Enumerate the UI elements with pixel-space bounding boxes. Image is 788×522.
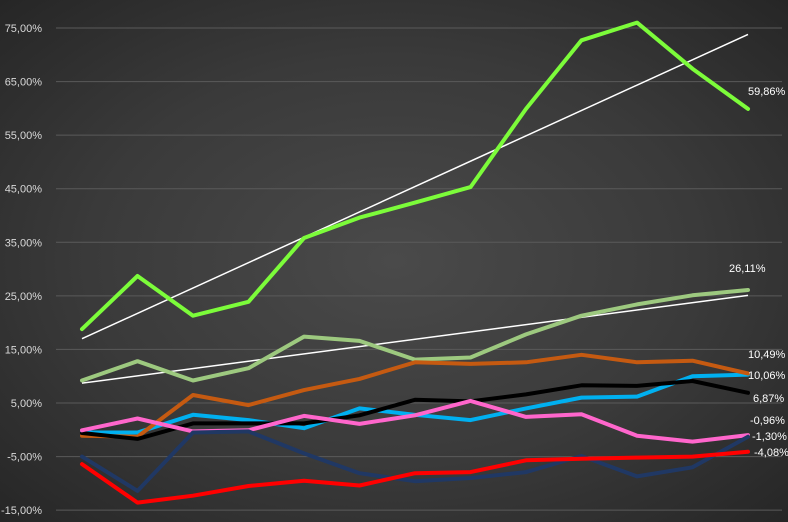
data-labels: 10,06% 26,11% 59,86% 10,49% 6,87% -0,96% -1,30… bbox=[729, 86, 788, 459]
data-label: -4,08% bbox=[754, 447, 788, 459]
series-lines bbox=[80, 20, 750, 505]
y-axis: 75,00% 65,00% 55,00% 45,00% 35,00% 25,00% 15,0… bbox=[1, 23, 42, 517]
series-line bbox=[80, 379, 750, 441]
trendline bbox=[81, 33, 749, 340]
series-line bbox=[80, 20, 750, 332]
data-label: 6,87% bbox=[753, 393, 784, 405]
data-label: 59,86% bbox=[748, 86, 786, 98]
trendline bbox=[81, 294, 749, 384]
series-line bbox=[80, 288, 750, 383]
series-line bbox=[80, 398, 750, 444]
y-tick-label: 65,00% bbox=[5, 77, 43, 89]
y-tick-label: -5,00% bbox=[7, 452, 42, 464]
y-tick-label: 25,00% bbox=[5, 291, 43, 303]
data-label: 26,11% bbox=[729, 263, 766, 275]
y-tick-label: 5,00% bbox=[11, 398, 42, 410]
data-label: -0,96% bbox=[750, 415, 785, 427]
series-line bbox=[80, 352, 750, 439]
data-label: 10,49% bbox=[748, 349, 786, 361]
series-line bbox=[80, 449, 750, 505]
y-tick-label: 45,00% bbox=[5, 184, 43, 196]
y-tick-label: 15,00% bbox=[5, 344, 43, 356]
data-label: -1,30% bbox=[752, 431, 787, 443]
y-tick-label: 35,00% bbox=[5, 237, 43, 249]
y-tick-label: 75,00% bbox=[5, 23, 43, 35]
trendlines bbox=[81, 33, 749, 384]
y-tick-label: 55,00% bbox=[5, 130, 43, 142]
series-line bbox=[80, 429, 750, 493]
y-tick-label: -15,00% bbox=[1, 505, 42, 517]
data-label: 10,06% bbox=[748, 370, 786, 382]
